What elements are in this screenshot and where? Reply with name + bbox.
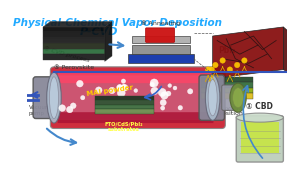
FancyBboxPatch shape xyxy=(95,100,154,105)
Circle shape xyxy=(168,84,172,88)
Circle shape xyxy=(151,87,158,94)
Circle shape xyxy=(59,105,65,111)
Circle shape xyxy=(187,89,193,94)
Ellipse shape xyxy=(232,88,243,108)
Circle shape xyxy=(150,79,158,87)
Circle shape xyxy=(173,86,177,90)
Text: ⑥ Annealing: ⑥ Annealing xyxy=(141,20,181,26)
FancyBboxPatch shape xyxy=(43,49,105,54)
FancyBboxPatch shape xyxy=(201,93,253,99)
FancyBboxPatch shape xyxy=(43,32,105,38)
Circle shape xyxy=(227,67,232,72)
FancyBboxPatch shape xyxy=(95,109,154,114)
FancyBboxPatch shape xyxy=(201,77,253,82)
Circle shape xyxy=(209,67,214,72)
Text: PbI₂: PbI₂ xyxy=(218,46,236,55)
Circle shape xyxy=(161,106,165,110)
FancyBboxPatch shape xyxy=(132,45,190,54)
Circle shape xyxy=(117,85,122,90)
FancyBboxPatch shape xyxy=(43,38,105,43)
Text: FTO/CdS/PbI₂
substrates: FTO/CdS/PbI₂ substrates xyxy=(104,121,143,132)
Text: ③ Physical
deposition: ③ Physical deposition xyxy=(211,105,244,116)
Circle shape xyxy=(121,84,128,91)
Text: ① CBD: ① CBD xyxy=(246,102,273,111)
Circle shape xyxy=(121,79,126,83)
FancyBboxPatch shape xyxy=(132,36,190,43)
FancyBboxPatch shape xyxy=(95,105,154,109)
Circle shape xyxy=(117,89,125,97)
FancyBboxPatch shape xyxy=(33,77,59,119)
FancyBboxPatch shape xyxy=(95,96,154,100)
FancyBboxPatch shape xyxy=(57,76,214,119)
Text: Vacuum
pump: Vacuum pump xyxy=(29,105,51,116)
Text: ④ CVD process: ④ CVD process xyxy=(43,46,90,63)
Text: ⑤ Perovskite: ⑤ Perovskite xyxy=(54,65,94,70)
FancyBboxPatch shape xyxy=(199,75,224,120)
Circle shape xyxy=(205,67,211,72)
FancyBboxPatch shape xyxy=(201,82,253,88)
FancyBboxPatch shape xyxy=(128,54,194,63)
Circle shape xyxy=(134,89,138,92)
Circle shape xyxy=(122,84,126,88)
Polygon shape xyxy=(283,27,287,74)
FancyBboxPatch shape xyxy=(43,27,105,32)
Circle shape xyxy=(220,58,225,63)
Polygon shape xyxy=(43,22,112,27)
Ellipse shape xyxy=(205,75,220,120)
FancyBboxPatch shape xyxy=(50,67,225,129)
Circle shape xyxy=(70,103,76,109)
FancyBboxPatch shape xyxy=(241,122,279,153)
Text: P-CVD: P-CVD xyxy=(80,27,119,37)
Polygon shape xyxy=(213,27,283,79)
Circle shape xyxy=(161,92,168,99)
Circle shape xyxy=(109,87,115,94)
Polygon shape xyxy=(105,22,112,61)
FancyBboxPatch shape xyxy=(236,116,283,162)
FancyBboxPatch shape xyxy=(222,85,238,110)
FancyBboxPatch shape xyxy=(43,43,105,49)
Circle shape xyxy=(158,88,166,96)
Ellipse shape xyxy=(47,72,61,123)
Text: Physical-Chemical Vapor Deposition: Physical-Chemical Vapor Deposition xyxy=(13,18,222,28)
Circle shape xyxy=(77,80,83,87)
Ellipse shape xyxy=(236,113,283,122)
FancyBboxPatch shape xyxy=(58,72,214,83)
Circle shape xyxy=(81,96,85,100)
Ellipse shape xyxy=(49,77,59,119)
FancyBboxPatch shape xyxy=(58,112,214,123)
Circle shape xyxy=(234,62,240,68)
Circle shape xyxy=(242,58,247,63)
FancyBboxPatch shape xyxy=(43,54,105,60)
Circle shape xyxy=(160,99,166,106)
Ellipse shape xyxy=(230,83,246,112)
FancyBboxPatch shape xyxy=(146,28,174,42)
FancyBboxPatch shape xyxy=(201,88,253,93)
Ellipse shape xyxy=(208,80,217,116)
Circle shape xyxy=(117,85,123,91)
Circle shape xyxy=(166,91,171,96)
Text: MAI powder: MAI powder xyxy=(86,85,133,98)
Circle shape xyxy=(67,106,73,113)
Circle shape xyxy=(95,87,102,94)
Circle shape xyxy=(178,105,183,110)
Circle shape xyxy=(150,82,154,87)
Circle shape xyxy=(213,62,218,68)
